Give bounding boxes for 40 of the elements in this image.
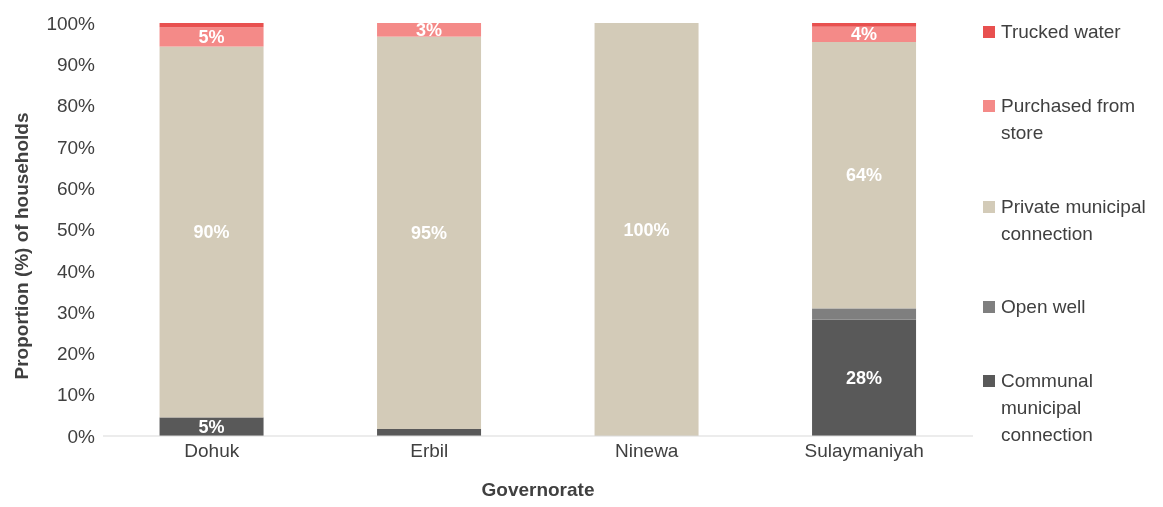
legend-label: Purchased from store	[1001, 93, 1137, 145]
y-tick-label: 0%	[67, 425, 96, 447]
bar	[159, 27, 264, 47]
bar	[812, 42, 917, 309]
legend-label: Trucked water	[1001, 20, 1122, 44]
y-tick-label: 30%	[56, 301, 96, 323]
data-label: 3%	[416, 19, 443, 40]
y-tick-label: 70%	[56, 136, 96, 158]
data-label: 5%	[198, 416, 225, 437]
legend-label: Communal municipal connection	[1001, 369, 1094, 447]
bar	[159, 23, 264, 28]
y-tick-label: 10%	[56, 384, 96, 406]
data-label: 64%	[846, 165, 883, 186]
y-tick-label: 80%	[56, 95, 96, 117]
data-label: 95%	[411, 222, 448, 243]
y-tick-label: 100%	[46, 12, 96, 34]
data-label: 4%	[851, 24, 878, 45]
x-tick-label: Dohuk	[184, 440, 240, 462]
bar	[812, 23, 917, 27]
y-tick-label: 90%	[56, 54, 96, 76]
y-tick-label: 20%	[56, 343, 96, 365]
y-tick-label: 50%	[56, 219, 96, 241]
data-label: 28%	[846, 367, 883, 388]
bar	[377, 36, 482, 429]
y-tick-label: 60%	[56, 177, 96, 199]
x-axis-title: Governorate	[481, 479, 595, 500]
bar	[594, 23, 699, 436]
legend-label: Private municipal connection	[1001, 194, 1147, 246]
data-label: 5%	[198, 26, 225, 47]
bar	[159, 46, 264, 418]
x-tick-label: Erbil	[410, 440, 449, 462]
legend-label: Open well	[1001, 295, 1087, 320]
bar	[812, 319, 917, 436]
x-tick-label: Ninewa	[615, 440, 679, 462]
data-label: 90%	[193, 221, 230, 242]
y-axis-title: Proportion (%) of households	[10, 112, 32, 380]
bar	[812, 308, 917, 320]
y-tick-label: 40%	[56, 260, 96, 282]
x-tick-label: Sulaymaniyah	[804, 440, 924, 462]
data-label: 100%	[623, 219, 670, 240]
